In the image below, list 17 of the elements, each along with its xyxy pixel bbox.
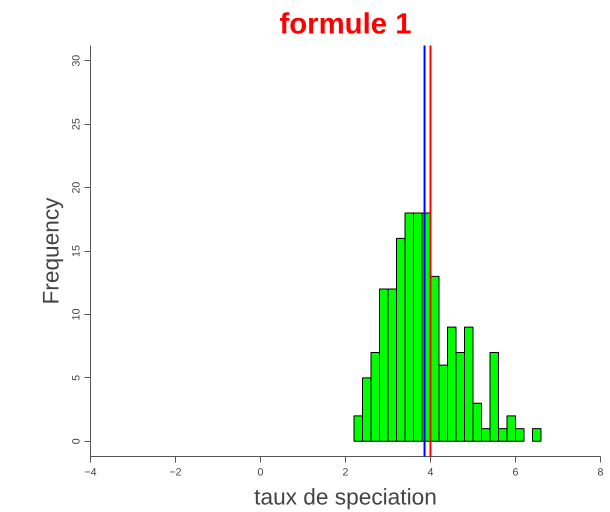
y-tick-label: 30	[70, 54, 82, 67]
y-tick-label: 10	[70, 308, 82, 320]
x-tick-label: −4	[84, 466, 97, 478]
y-tick-label: 25	[70, 118, 82, 130]
y-tick-label: 0	[70, 438, 82, 444]
x-tick-label: 0	[258, 466, 264, 478]
y-tick-label: 5	[70, 374, 82, 381]
x-tick-label: −2	[169, 466, 182, 478]
chart-title: formule 1	[279, 8, 412, 40]
x-tick-label: 6	[512, 466, 519, 478]
y-axis-title: Frequency	[38, 196, 64, 305]
y-tick-label: 20	[70, 182, 82, 194]
y-tick-label: 15	[70, 245, 82, 257]
x-tick-label: 8	[598, 466, 604, 478]
x-tick-label: 2	[342, 466, 349, 478]
x-axis-title: taux de speciation	[254, 484, 437, 510]
x-tick-label: 4	[428, 466, 434, 478]
